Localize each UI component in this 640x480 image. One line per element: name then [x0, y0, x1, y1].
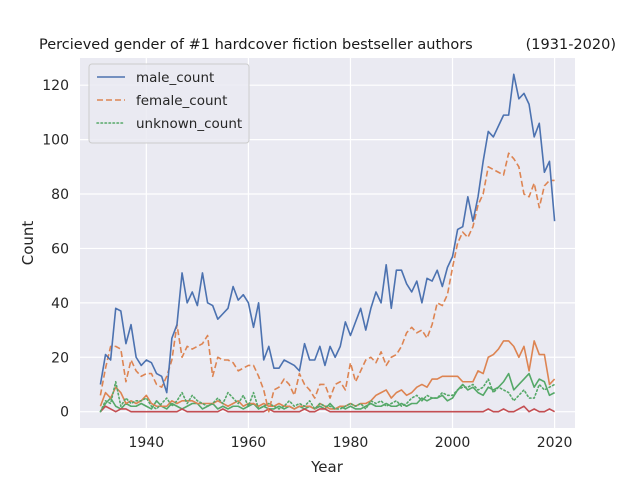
y-tick-label: 40 [51, 296, 69, 312]
x-tick-label: 2000 [435, 435, 471, 451]
legend-label: male_count [136, 70, 214, 86]
series-line-unknown-count [99, 378, 556, 413]
y-tick-label: 20 [51, 350, 69, 366]
legend-label: unknown_count [136, 116, 242, 132]
series-line-male-count [99, 73, 556, 394]
x-tick-label: 2020 [537, 435, 573, 451]
series-line-unlabeled-5 [99, 340, 556, 410]
legend-label: female_count [136, 93, 227, 109]
y-tick-label: 80 [51, 187, 69, 203]
y-tick-labels: 0 20 40 60 80 100 120 [42, 78, 69, 420]
x-tick-label: 1940 [129, 435, 165, 451]
x-tick-labels: 1940 1960 1980 2000 2020 [129, 435, 573, 451]
series-line-unlabeled-4 [99, 405, 555, 413]
chart-title-range: (1931-2020) [526, 37, 616, 53]
y-tick-label: 60 [51, 241, 69, 257]
legend-box [88, 63, 250, 144]
chart-title: Percieved gender of #1 hardcover fiction… [39, 37, 473, 53]
y-tick-label: 100 [42, 133, 69, 149]
x-axis-label: Year [310, 458, 344, 476]
y-tick-label: 120 [42, 78, 69, 94]
y-axis-label: Count [19, 221, 37, 266]
y-tick-label: 0 [60, 405, 69, 421]
legend: male_count female_count unknown_count [88, 63, 250, 144]
series-layer [99, 73, 556, 413]
series-line-female-count [99, 152, 555, 413]
x-tick-label: 1980 [333, 435, 369, 451]
grid-lines [80, 58, 575, 428]
x-tick-label: 1960 [231, 435, 267, 451]
